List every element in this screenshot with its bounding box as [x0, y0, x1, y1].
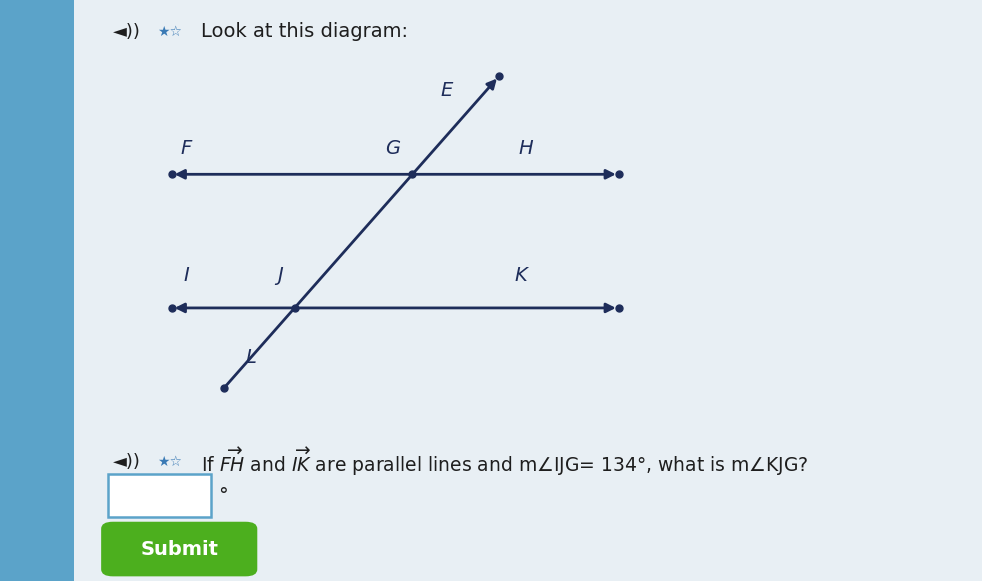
Text: ★☆: ★☆ [157, 455, 182, 469]
Text: E: E [441, 81, 453, 99]
Text: I: I [184, 267, 190, 285]
Text: ◄)): ◄)) [113, 23, 140, 41]
Text: Submit: Submit [140, 540, 218, 558]
Text: K: K [515, 267, 526, 285]
Text: Look at this diagram:: Look at this diagram: [201, 23, 409, 41]
FancyBboxPatch shape [101, 522, 257, 576]
Text: ★☆: ★☆ [157, 25, 182, 39]
Text: G: G [385, 139, 401, 157]
FancyBboxPatch shape [108, 474, 211, 517]
Text: J: J [277, 267, 283, 285]
FancyBboxPatch shape [0, 0, 74, 581]
Text: If $\overrightarrow{FH}$ and $\overrightarrow{IK}$ are parallel lines and m∠IJG=: If $\overrightarrow{FH}$ and $\overright… [201, 446, 809, 478]
Text: H: H [518, 139, 532, 157]
Text: ◄)): ◄)) [113, 453, 140, 471]
Text: °: ° [218, 486, 228, 505]
Text: L: L [245, 348, 256, 367]
Text: F: F [181, 139, 192, 157]
FancyBboxPatch shape [74, 0, 982, 581]
